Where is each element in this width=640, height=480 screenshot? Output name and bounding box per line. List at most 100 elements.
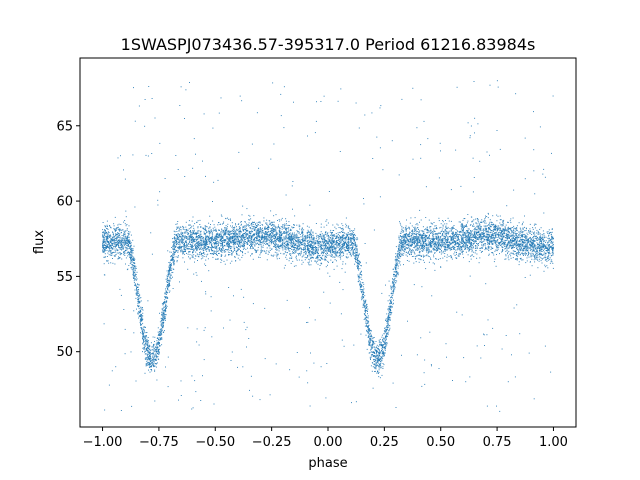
data-point xyxy=(243,239,245,241)
data-point xyxy=(551,249,553,250)
data-point xyxy=(289,233,290,234)
data-point xyxy=(270,230,272,232)
data-point xyxy=(255,251,257,253)
data-point xyxy=(514,243,516,245)
data-point xyxy=(525,253,527,255)
data-point xyxy=(487,236,489,238)
data-point xyxy=(432,243,434,245)
data-point xyxy=(109,234,111,236)
data-point xyxy=(288,231,290,233)
data-point xyxy=(131,268,133,270)
data-point xyxy=(301,239,303,241)
data-point xyxy=(135,274,137,275)
data-point xyxy=(260,235,262,237)
data-point xyxy=(174,253,176,255)
data-point xyxy=(478,225,480,227)
data-point xyxy=(335,233,337,235)
data-point xyxy=(353,255,355,257)
data-point xyxy=(479,241,481,243)
data-point xyxy=(120,232,122,233)
data-point xyxy=(180,231,182,233)
data-point xyxy=(443,244,445,246)
data-point xyxy=(433,240,435,242)
data-point xyxy=(353,230,355,231)
data-point xyxy=(458,249,460,251)
data-point xyxy=(295,250,297,251)
data-point xyxy=(287,234,289,236)
data-point xyxy=(178,248,180,250)
data-point xyxy=(265,236,267,238)
data-point xyxy=(243,245,245,247)
data-point xyxy=(533,251,535,253)
data-point xyxy=(273,235,275,237)
data-point xyxy=(314,246,316,248)
data-point xyxy=(521,244,523,246)
data-point xyxy=(125,263,126,265)
data-point xyxy=(541,241,543,243)
data-point xyxy=(265,222,267,224)
data-point xyxy=(300,248,302,250)
data-point xyxy=(342,251,344,253)
data-point xyxy=(379,343,381,345)
data-point xyxy=(451,238,453,240)
data-point xyxy=(207,248,209,250)
data-point xyxy=(445,247,447,249)
data-point xyxy=(418,232,420,234)
data-point xyxy=(103,242,105,244)
data-point xyxy=(547,246,549,248)
data-point xyxy=(448,232,450,234)
data-point xyxy=(298,232,300,234)
data-point xyxy=(520,249,522,250)
data-point xyxy=(261,230,263,232)
data-point xyxy=(281,243,283,245)
data-point xyxy=(249,240,251,242)
data-point xyxy=(442,233,444,234)
data-point xyxy=(364,318,366,320)
data-point xyxy=(228,287,230,288)
data-point xyxy=(516,227,518,229)
data-point xyxy=(411,244,413,246)
data-point xyxy=(498,246,500,248)
data-point xyxy=(338,238,340,240)
data-point xyxy=(543,257,545,259)
data-point xyxy=(441,242,443,244)
data-point xyxy=(521,242,523,244)
data-point xyxy=(254,241,256,243)
data-point xyxy=(380,343,382,345)
data-point xyxy=(133,257,135,259)
data-point xyxy=(239,243,241,245)
data-point xyxy=(531,250,533,252)
data-point xyxy=(503,240,505,242)
data-point xyxy=(516,243,518,245)
data-point xyxy=(318,242,320,244)
data-point xyxy=(363,301,365,303)
data-point xyxy=(208,236,210,238)
data-point xyxy=(278,233,280,235)
data-point xyxy=(475,222,477,224)
data-point xyxy=(512,217,514,219)
data-point xyxy=(461,249,462,251)
data-point xyxy=(179,234,180,236)
data-point xyxy=(302,255,304,257)
data-point xyxy=(392,291,394,293)
data-point xyxy=(172,248,174,250)
data-point xyxy=(521,249,523,251)
data-point xyxy=(292,233,294,235)
data-point xyxy=(143,335,145,337)
data-point xyxy=(213,238,215,240)
data-point xyxy=(462,224,464,225)
data-point xyxy=(489,226,491,228)
data-point xyxy=(283,245,285,247)
data-point xyxy=(496,237,498,238)
data-point xyxy=(307,242,309,244)
data-point xyxy=(132,257,134,259)
data-point xyxy=(240,221,242,222)
data-point xyxy=(407,252,409,254)
data-point xyxy=(447,239,449,241)
data-point xyxy=(382,366,384,368)
data-point xyxy=(164,313,165,315)
data-point xyxy=(115,234,117,236)
data-point xyxy=(294,236,296,238)
data-point xyxy=(350,247,352,248)
data-point xyxy=(392,285,394,287)
